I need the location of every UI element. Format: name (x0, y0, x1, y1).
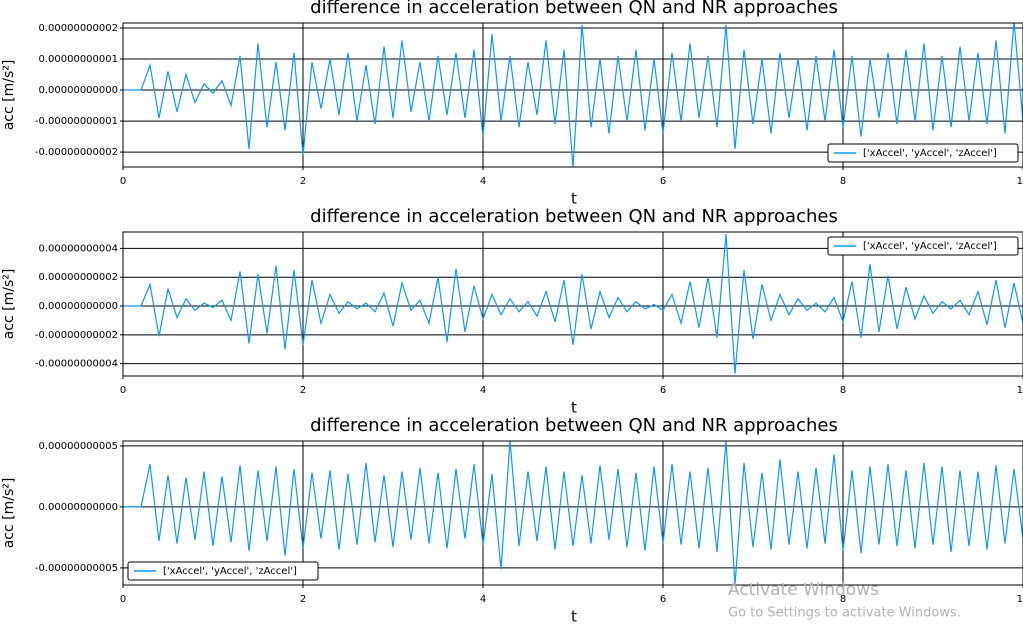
y-tick-label: 0.00000000000 (38, 502, 118, 513)
x-tick-label: 4 (480, 385, 486, 396)
x-tick-label: 8 (840, 385, 846, 396)
y-tick-label: 0.00000000005 (38, 441, 118, 452)
watermark-title: Activate Windows (728, 580, 879, 600)
x-tick-label: 6 (660, 385, 666, 396)
y-tick-label: 0.00000000004 (38, 243, 118, 254)
legend-label: ['xAccel', 'yAccel', 'zAccel'] (863, 241, 997, 252)
y-tick-label: 0.00000000002 (38, 272, 118, 283)
x-tick-label: 4 (480, 594, 486, 605)
x-tick-label: 10 (1017, 385, 1023, 396)
y-tick-label: -0.00000000005 (35, 563, 118, 574)
x-axis-label: t (571, 190, 577, 208)
chart-title: difference in acceleration between QN an… (310, 0, 838, 18)
y-axis-label: acc [m/s²] (1, 60, 17, 131)
plot-frame (122, 231, 1023, 377)
x-axis-label: t (571, 399, 577, 417)
legend-box (827, 143, 1019, 163)
legend-label: ['xAccel', 'yAccel', 'zAccel'] (863, 148, 997, 159)
legend-box (827, 236, 1019, 256)
y-tick-label: -0.00000000002 (35, 330, 118, 341)
chart-title: difference in acceleration between QN an… (310, 415, 838, 436)
data-line (123, 23, 1023, 167)
x-tick-label: 10 (1017, 176, 1023, 187)
y-tick-label: 0.00000000000 (38, 85, 118, 96)
x-tick-label: 10 (1017, 594, 1023, 605)
y-tick-label: -0.00000000004 (35, 359, 118, 370)
y-tick-label: -0.00000000002 (35, 147, 118, 158)
plot-frame (122, 440, 1023, 586)
x-tick-label: 4 (480, 176, 486, 187)
y-tick-label: -0.00000000001 (35, 116, 118, 127)
y-tick-label: 0.00000000001 (38, 54, 118, 65)
y-tick-label: 0.00000000002 (38, 23, 118, 34)
x-tick-label: 8 (840, 594, 846, 605)
x-tick-label: 2 (300, 176, 306, 187)
legend-label: ['xAccel', 'yAccel', 'zAccel'] (163, 566, 297, 577)
y-tick-label: 0.00000000000 (38, 301, 118, 312)
x-tick-label: 6 (660, 594, 666, 605)
y-axis-label: acc [m/s²] (1, 478, 17, 549)
plot-frame (122, 22, 1023, 168)
legend-box (127, 561, 319, 581)
y-axis-label: acc [m/s²] (1, 269, 17, 340)
x-tick-label: 2 (300, 385, 306, 396)
x-tick-label: 8 (840, 176, 846, 187)
chart-title: difference in acceleration between QN an… (310, 206, 838, 227)
watermark-text: Go to Settings to activate Windows. (728, 606, 961, 621)
data-line (123, 233, 1023, 374)
x-axis-label: t (571, 608, 577, 625)
x-tick-label: 0 (120, 594, 126, 605)
x-tick-label: 2 (300, 594, 306, 605)
x-tick-label: 0 (120, 176, 126, 187)
data-line (123, 441, 1023, 585)
x-tick-label: 0 (120, 385, 126, 396)
x-tick-label: 6 (660, 176, 666, 187)
